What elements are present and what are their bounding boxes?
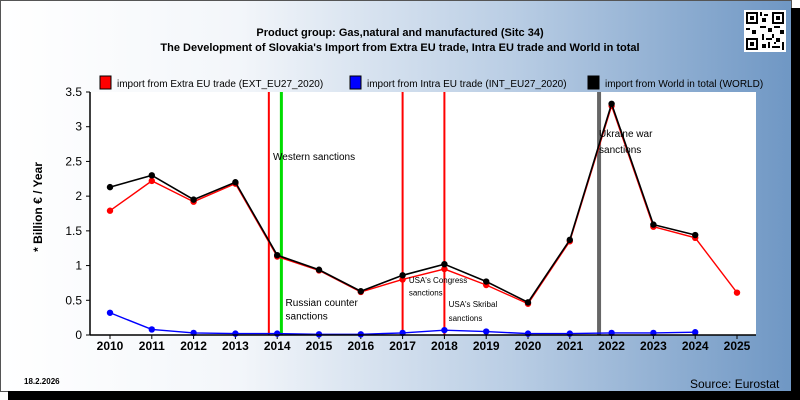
data-point xyxy=(148,326,155,333)
x-tick-label: 2014 xyxy=(264,339,291,353)
source-label: Source: Eurostat xyxy=(690,377,780,391)
data-point xyxy=(315,266,323,273)
data-point xyxy=(274,251,281,259)
annotation-label: USA's Congress xyxy=(409,276,467,285)
y-tick-label: 3.5 xyxy=(65,85,82,99)
y-tick-label: 2 xyxy=(75,189,82,203)
annotation-label: Ukraine war xyxy=(599,129,653,140)
x-tick-label: 2015 xyxy=(306,339,333,353)
x-tick-label: 2013 xyxy=(222,339,249,353)
y-tick-label: 3 xyxy=(75,120,82,134)
data-point xyxy=(441,265,448,273)
data-point xyxy=(357,288,364,295)
qr-code-icon xyxy=(744,10,786,52)
annotation-label: sanctions xyxy=(449,314,483,323)
data-point xyxy=(524,299,532,306)
annotation-label: USA's Skribal xyxy=(449,300,498,309)
annotation-label: Russian counter xyxy=(286,298,359,309)
x-tick-label: 2019 xyxy=(473,339,500,353)
data-point xyxy=(106,183,114,191)
chart-title-line-2: The Development of Slovakia's Import fro… xyxy=(160,42,640,54)
legend-swatch xyxy=(587,75,600,90)
data-point xyxy=(566,236,573,244)
data-point xyxy=(524,330,532,337)
data-point xyxy=(148,177,155,185)
y-tick-label: 1.5 xyxy=(65,224,82,238)
data-point xyxy=(232,179,239,186)
annotation-label: sanctions xyxy=(599,145,641,156)
data-point xyxy=(441,326,448,334)
legend-label: import from Intra EU trade (INT_EU27_202… xyxy=(367,79,567,90)
data-point xyxy=(692,231,699,239)
data-point xyxy=(441,260,448,268)
x-tick-label: 2024 xyxy=(682,339,709,353)
x-tick-label: 2023 xyxy=(640,339,667,353)
data-point xyxy=(483,278,490,285)
data-point xyxy=(106,207,114,214)
x-tick-label: 2025 xyxy=(724,339,751,353)
plot-area xyxy=(90,92,756,335)
y-tick-label: 0 xyxy=(75,328,82,342)
legend-label: import from Extra EU trade (EXT_EU27_202… xyxy=(117,79,323,90)
annotation-label: sanctions xyxy=(286,312,328,323)
x-tick-label: 2011 xyxy=(139,339,165,353)
x-tick-label: 2018 xyxy=(431,339,458,353)
x-tick-label: 2017 xyxy=(389,339,416,353)
chart-title-line-1: Product group: Gas,natural and manufactu… xyxy=(256,27,544,39)
legend-swatch xyxy=(349,75,362,90)
data-point xyxy=(106,309,114,316)
data-point xyxy=(274,330,281,337)
date-stamp: 18.2.2026 xyxy=(24,377,60,386)
y-tick-label: 0.5 xyxy=(65,293,82,307)
annotation-label: sanctions xyxy=(409,288,443,297)
x-tick-label: 2022 xyxy=(598,339,625,353)
data-point xyxy=(190,196,197,203)
frame-shadow-right xyxy=(791,8,800,400)
data-point xyxy=(608,100,615,108)
legend-swatch xyxy=(99,75,112,90)
x-tick-label: 2012 xyxy=(180,339,207,353)
frame-shadow-bottom xyxy=(8,391,800,400)
data-point xyxy=(566,330,573,337)
y-tick-label: 1 xyxy=(75,259,82,273)
data-point xyxy=(148,172,155,179)
data-point xyxy=(692,329,699,336)
data-point xyxy=(399,272,406,279)
x-tick-label: 2020 xyxy=(515,339,542,353)
x-tick-label: 2021 xyxy=(556,339,583,353)
data-point xyxy=(483,328,490,335)
x-tick-label: 2010 xyxy=(97,339,124,353)
data-point xyxy=(232,330,239,337)
data-point xyxy=(650,221,657,228)
y-tick-label: 2.5 xyxy=(65,154,82,168)
annotation-label: Western sanctions xyxy=(273,152,355,163)
legend-label: import from World in total (WORLD) xyxy=(605,79,763,90)
x-tick-label: 2016 xyxy=(347,339,374,353)
data-point xyxy=(733,289,741,296)
